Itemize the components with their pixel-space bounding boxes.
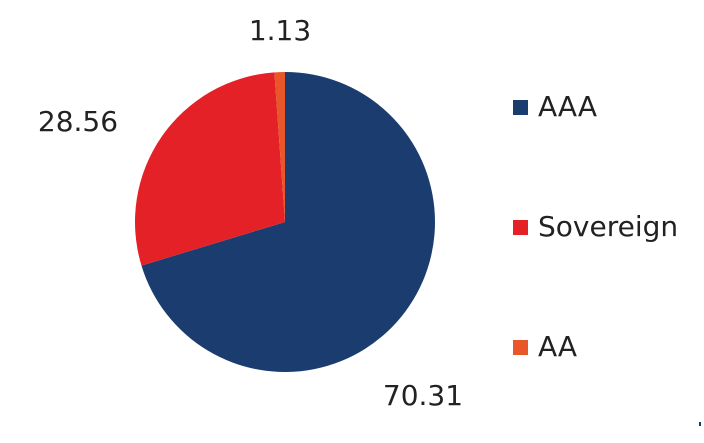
- pie-slice: [135, 72, 285, 266]
- legend-swatch: [513, 100, 528, 115]
- pie-slice: [141, 72, 435, 372]
- pie-slice: [274, 72, 285, 222]
- data-label: 28.56: [38, 105, 118, 138]
- legend-label: AAA: [538, 90, 597, 123]
- data-label: 70.31: [383, 379, 463, 412]
- corner-mark: [699, 422, 701, 426]
- data-label: 1.13: [249, 14, 311, 47]
- legend-swatch: [513, 340, 528, 355]
- legend-swatch: [513, 220, 528, 235]
- legend-label: AA: [538, 330, 577, 363]
- legend-label: Sovereign: [538, 210, 678, 243]
